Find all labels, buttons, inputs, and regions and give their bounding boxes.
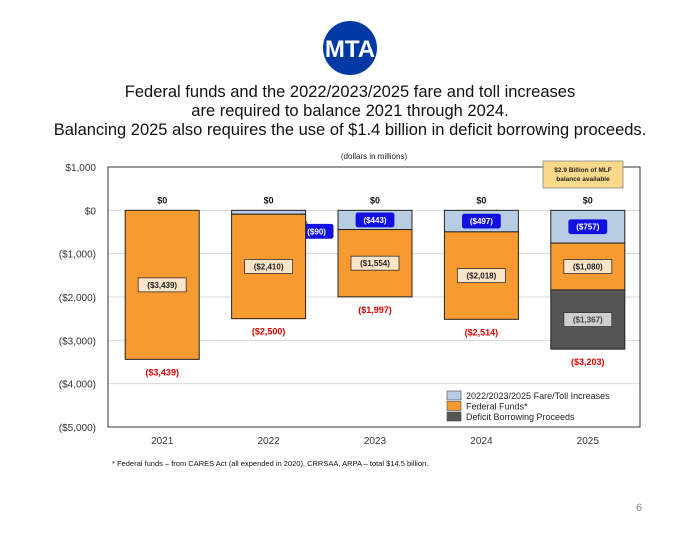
y-tick-label: ($4,000) [59, 380, 96, 391]
y-tick-label: ($2,000) [59, 293, 96, 304]
data-label-box [568, 219, 608, 235]
top-label: $0 [157, 195, 167, 205]
mlf-annotation-line-1: $2.9 Billion of MLF [554, 167, 611, 174]
data-label: ($1,554) [360, 259, 390, 268]
data-label-box [244, 259, 294, 274]
title-line-2: are required to balance 2021 through 202… [191, 102, 509, 120]
footnote: * Federal funds – from CARES Act (all ex… [112, 459, 429, 468]
total-label: ($3,203) [571, 357, 605, 367]
bar-segment [231, 209, 307, 215]
legend-swatch [446, 401, 462, 411]
top-label: $0 [583, 195, 593, 205]
chart-subtitle: (dollars in millions) [341, 152, 408, 161]
data-label: ($3,439) [147, 281, 177, 290]
mlf-annotation-box [542, 160, 624, 189]
total-label: ($1,997) [358, 305, 392, 315]
data-label-box [461, 213, 501, 229]
data-label: ($2,410) [254, 262, 284, 271]
data-label-box [563, 312, 613, 327]
legend-label: Deficit Borrowing Proceeds [466, 412, 575, 422]
page-number: 6 [636, 502, 643, 514]
legend-swatch [446, 411, 462, 422]
total-label: ($3,439) [145, 367, 179, 377]
data-label: ($1,367) [573, 316, 603, 325]
data-label: ($2,018) [467, 272, 497, 281]
top-label: $0 [370, 195, 380, 205]
data-label-box [137, 277, 187, 293]
data-label: ($1,080) [573, 263, 603, 272]
y-tick-label: ($5,000) [59, 423, 96, 434]
y-tick-label: ($1,000) [59, 250, 96, 261]
data-label-box [563, 259, 613, 274]
x-tick-label: 2022 [257, 436, 280, 447]
x-tick-label: 2023 [364, 436, 387, 447]
y-tick-label: $1,000 [65, 163, 96, 174]
legend-swatch [446, 390, 462, 401]
data-label-box [355, 212, 395, 228]
title-line-1: Federal funds and the 2022/2023/2025 far… [124, 83, 576, 101]
x-tick-label: 2024 [470, 436, 493, 447]
mlf-annotation-line-2: balance available [556, 176, 610, 183]
total-label: ($2,500) [252, 327, 286, 337]
data-label: ($757) [576, 223, 599, 232]
plot-frame [107, 166, 641, 428]
data-label-box [456, 268, 506, 283]
top-label: $0 [264, 195, 274, 205]
x-tick-label: 2021 [151, 436, 174, 447]
x-tick-label: 2025 [577, 436, 600, 447]
legend-label: 2022/2023/2025 Fare/Toll Increases [466, 391, 610, 401]
y-tick-label: ($3,000) [59, 336, 96, 347]
title-line-3: Balancing 2025 also requires the use of … [53, 121, 647, 139]
mta-logo: MTA [323, 21, 377, 75]
data-label: ($443) [363, 216, 386, 225]
legend-label: Federal Funds* [466, 402, 528, 412]
total-label: ($2,514) [465, 327, 499, 337]
svg-text:MTA: MTA [325, 36, 375, 63]
data-label: ($497) [470, 217, 493, 226]
data-label: ($90) [307, 227, 326, 236]
y-tick-label: $0 [85, 206, 97, 217]
data-label-box [350, 255, 400, 271]
top-label: $0 [476, 195, 486, 205]
